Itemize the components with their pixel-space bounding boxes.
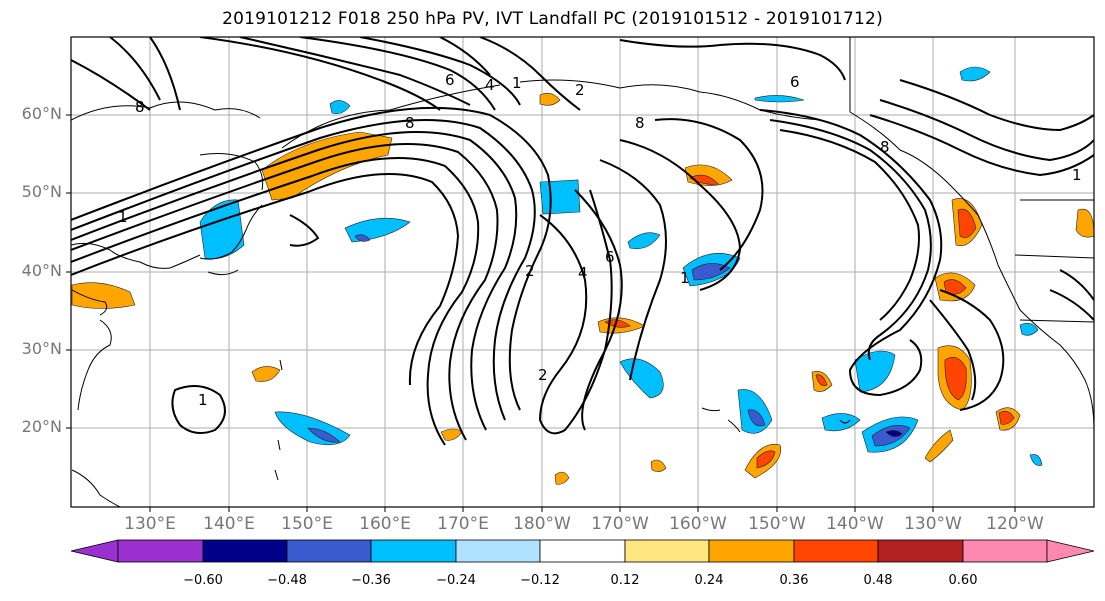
lon-label: 120°W bbox=[986, 514, 1044, 534]
colorbar-segment bbox=[793, 539, 879, 563]
colorbar-segment bbox=[202, 539, 288, 563]
colorbar-segment bbox=[624, 539, 710, 563]
colorbar-segment bbox=[286, 539, 372, 563]
gridlines bbox=[71, 37, 1094, 507]
lat-label: 20°N bbox=[21, 417, 62, 436]
contour-label: 6 bbox=[445, 71, 455, 89]
map-title: 2019101212 F018 250 hPa PV, IVT Landfall… bbox=[222, 9, 883, 29]
ivt-contours bbox=[71, 37, 1094, 446]
lon-label: 140°W bbox=[826, 514, 884, 534]
contour-label: 2 bbox=[575, 81, 585, 99]
colorbar-segment bbox=[962, 539, 1048, 563]
colorbar-tick-label: 0.60 bbox=[948, 573, 978, 588]
colorbar-tick-label: −0.48 bbox=[267, 573, 307, 588]
lon-label: 130°E bbox=[124, 514, 176, 534]
lat-label: 50°N bbox=[21, 182, 62, 201]
lon-label: 180°W bbox=[513, 514, 571, 534]
contour-label: 1 bbox=[118, 208, 128, 226]
contour-label: 1 bbox=[680, 269, 690, 287]
contour-label: 8 bbox=[635, 114, 645, 132]
coastlines bbox=[71, 37, 1094, 507]
contour-label: 4 bbox=[578, 264, 588, 282]
colorbar-tick-label: −0.12 bbox=[520, 573, 560, 588]
tick-marks bbox=[66, 114, 1016, 512]
colorbar bbox=[70, 539, 1095, 563]
contour-label: 8 bbox=[880, 138, 890, 156]
lat-label: 60°N bbox=[21, 104, 62, 123]
lon-label: 130°W bbox=[904, 514, 962, 534]
lon-label: 150°E bbox=[281, 514, 333, 534]
contour-label: 6 bbox=[790, 73, 800, 91]
lat-label: 30°N bbox=[21, 339, 62, 358]
colorbar-segment bbox=[370, 539, 457, 563]
colorbar-segment bbox=[877, 539, 964, 563]
contour-label: 2 bbox=[538, 366, 548, 384]
contour-labels: 1 1 1 1 1 2 2 2 4 4 6 6 6 8 8 8 8 bbox=[118, 71, 1082, 409]
contour-label: 6 bbox=[605, 248, 615, 266]
contour-label: 8 bbox=[405, 114, 415, 132]
contour-label: 1 bbox=[198, 391, 208, 409]
contour-label: 8 bbox=[135, 98, 145, 116]
colorbar-segment bbox=[1046, 539, 1095, 563]
lat-label: 40°N bbox=[21, 261, 62, 280]
colorbar-tick-label: −0.24 bbox=[436, 573, 476, 588]
pv-shading bbox=[71, 66, 1094, 485]
lon-label: 140°E bbox=[203, 514, 255, 534]
colorbar-segment bbox=[708, 539, 795, 563]
colorbar-tick-label: 0.36 bbox=[779, 573, 809, 588]
colorbar-segment bbox=[455, 539, 541, 563]
colorbar-segment bbox=[70, 539, 119, 563]
colorbar-segment bbox=[117, 539, 204, 563]
colorbar-tick-label: 0.24 bbox=[694, 573, 724, 588]
colorbar-tick-label: −0.36 bbox=[351, 573, 391, 588]
colorbar-tick-label: −0.60 bbox=[183, 573, 223, 588]
contour-label: 2 bbox=[525, 262, 535, 280]
contour-label: 1 bbox=[1072, 166, 1082, 184]
lon-label: 150°W bbox=[748, 514, 806, 534]
lon-label: 160°W bbox=[669, 514, 727, 534]
lon-label: 170°W bbox=[591, 514, 649, 534]
contour-label: 4 bbox=[485, 76, 495, 94]
lon-label: 170°E bbox=[437, 514, 489, 534]
contour-label: 1 bbox=[512, 74, 522, 92]
colorbar-tick-label: 0.12 bbox=[610, 573, 640, 588]
colorbar-tick-label: 0.48 bbox=[863, 573, 893, 588]
lon-label: 160°E bbox=[359, 514, 411, 534]
colorbar-segment bbox=[539, 539, 626, 563]
